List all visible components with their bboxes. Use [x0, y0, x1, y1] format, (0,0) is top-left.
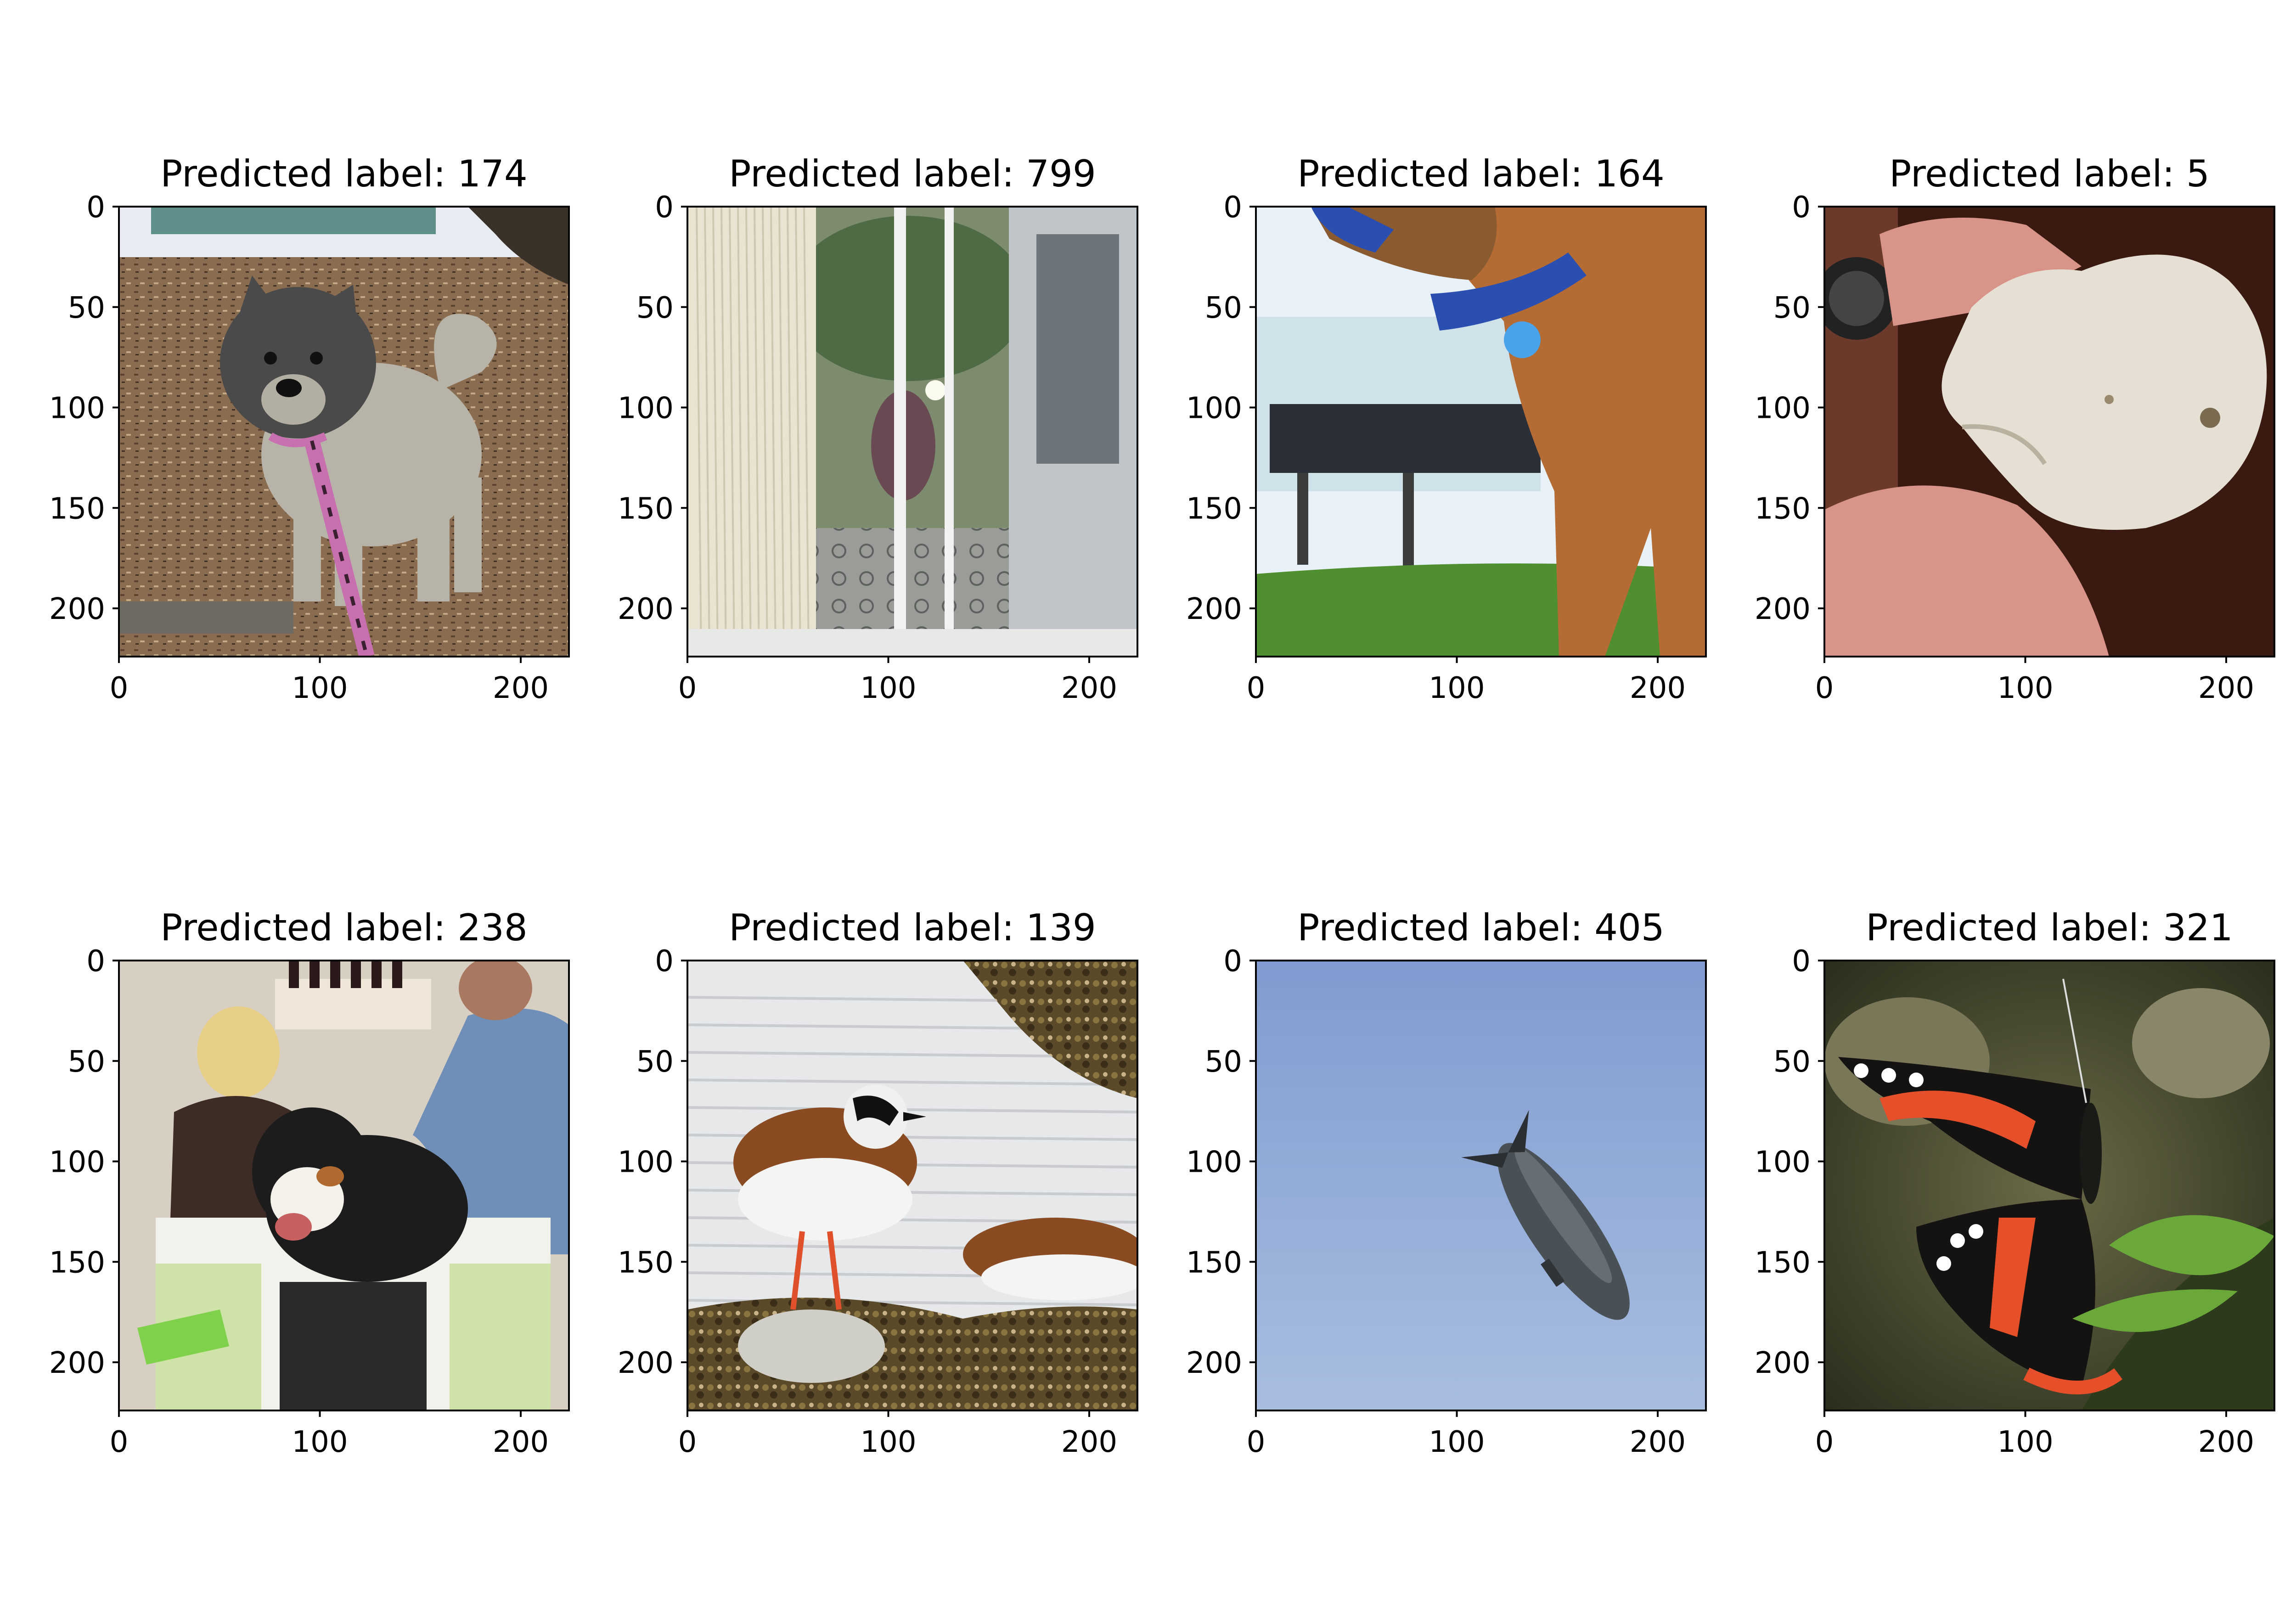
x-tick-label: 200: [493, 1425, 549, 1459]
axes-frame: [687, 206, 1138, 657]
y-tick-label: 100: [49, 1146, 105, 1180]
subplot-panel: Predicted label: 164 0 100 200 0 50 100 150 200: [1186, 152, 1707, 705]
y-tick-label: 0: [655, 191, 674, 225]
x-tick-label: 200: [1061, 671, 1117, 705]
subplot-title: Predicted label: 139: [729, 906, 1096, 949]
axes-frame: [1823, 206, 2275, 657]
x-tick-label: 200: [493, 671, 549, 705]
y-tick-label: 50: [68, 291, 105, 325]
subplot-panel: Predicted label: 238 0 100 200 0 50 100 150 200: [49, 906, 570, 1459]
y-tick-label: 0: [1792, 944, 1811, 978]
y-tick-label: 200: [618, 1346, 674, 1380]
image-dog-bath: [119, 961, 569, 1410]
x-tick-label: 0: [110, 671, 129, 705]
y-tick-label: 200: [1186, 592, 1242, 626]
subplot-title: Predicted label: 405: [1297, 906, 1665, 949]
y-tick-label: 200: [49, 1346, 105, 1380]
axes-frame: [1823, 960, 2275, 1411]
y-tick-label: 200: [1755, 1346, 1811, 1380]
x-tick-label: 0: [1815, 1425, 1834, 1459]
y-tick-label: 0: [655, 944, 674, 978]
y-tick-label: 0: [1223, 191, 1242, 225]
y-tick-label: 200: [618, 592, 674, 626]
image-airship: [1256, 961, 1706, 1410]
subplot-title: Predicted label: 799: [729, 152, 1096, 195]
y-tick-label: 150: [49, 492, 105, 526]
x-tick-label: 100: [1997, 1425, 2053, 1459]
subplot-panel: Predicted label: 139 0 100 200 0 50 100 150 200: [618, 906, 1138, 1459]
y-tick-label: 200: [1755, 592, 1811, 626]
y-tick-label: 100: [49, 392, 105, 426]
axes-frame: [1255, 206, 1707, 657]
y-tick-label: 150: [1755, 492, 1811, 526]
image-shorebird: [687, 961, 1137, 1410]
subplot-title: Predicted label: 164: [1297, 152, 1665, 195]
y-tick-label: 0: [1792, 191, 1811, 225]
y-tick-label: 150: [49, 1246, 105, 1280]
y-tick-label: 50: [68, 1045, 105, 1079]
image-sliding-door: [687, 207, 1137, 657]
subplot-panel: Predicted label: 321 0 100 200 0 50 100 150 200: [1755, 906, 2275, 1459]
subplot-panel: Predicted label: 5 0 100 200 0 50 100 150 200: [1755, 152, 2275, 705]
y-tick-label: 150: [618, 492, 674, 526]
image-ray-fish: [1824, 207, 2274, 657]
x-tick-label: 100: [292, 1425, 348, 1459]
y-tick-label: 200: [1186, 1346, 1242, 1380]
y-tick-label: 100: [1186, 392, 1242, 426]
y-tick-label: 150: [1755, 1246, 1811, 1280]
y-tick-label: 100: [618, 1146, 674, 1180]
image-butterfly: [1824, 961, 2274, 1410]
x-tick-label: 200: [1061, 1425, 1117, 1459]
x-tick-label: 0: [1815, 671, 1834, 705]
y-tick-label: 0: [1223, 944, 1242, 978]
y-tick-label: 150: [618, 1246, 674, 1280]
y-tick-label: 100: [1755, 1146, 1811, 1180]
x-tick-label: 0: [678, 671, 697, 705]
subplot-title: Predicted label: 321: [1866, 906, 2233, 949]
subplot-title: Predicted label: 238: [160, 906, 528, 949]
subplot-panel: Predicted label: 174 0 100 200 0 50 100 150 200: [49, 152, 570, 705]
y-tick-label: 100: [1755, 392, 1811, 426]
y-tick-label: 50: [1773, 291, 1811, 325]
y-tick-label: 200: [49, 592, 105, 626]
image-dog-puppy: [119, 207, 569, 657]
axes-frame: [1255, 960, 1707, 1411]
axes-frame: [687, 960, 1138, 1411]
x-tick-label: 0: [1247, 1425, 1266, 1459]
x-tick-label: 0: [678, 1425, 697, 1459]
subplot-title: Predicted label: 174: [160, 152, 528, 195]
x-tick-label: 200: [1630, 1425, 1686, 1459]
x-tick-label: 100: [1997, 671, 2053, 705]
x-tick-label: 0: [1247, 671, 1266, 705]
x-tick-label: 100: [1429, 1425, 1485, 1459]
y-tick-label: 100: [1186, 1146, 1242, 1180]
y-tick-label: 0: [86, 191, 105, 225]
axes-frame: [118, 206, 570, 657]
x-tick-label: 200: [1630, 671, 1686, 705]
axes-frame: [118, 960, 570, 1411]
subplot-title: Predicted label: 5: [1889, 152, 2210, 195]
subplot-panel: Predicted label: 799 0 100 200 0 50 100 150 200: [618, 152, 1138, 705]
x-tick-label: 100: [860, 1425, 916, 1459]
x-tick-label: 100: [860, 671, 916, 705]
y-tick-label: 50: [636, 291, 674, 325]
x-tick-label: 100: [292, 671, 348, 705]
y-tick-label: 50: [1205, 291, 1242, 325]
image-dog-collar: [1256, 207, 1706, 657]
x-tick-label: 0: [110, 1425, 129, 1459]
y-tick-label: 50: [1773, 1045, 1811, 1079]
y-tick-label: 150: [1186, 492, 1242, 526]
y-tick-label: 150: [1186, 1246, 1242, 1280]
y-tick-label: 50: [1205, 1045, 1242, 1079]
y-tick-label: 0: [86, 944, 105, 978]
x-tick-label: 200: [2198, 671, 2254, 705]
y-tick-label: 100: [618, 392, 674, 426]
y-tick-label: 50: [636, 1045, 674, 1079]
x-tick-label: 200: [2198, 1425, 2254, 1459]
x-tick-label: 100: [1429, 671, 1485, 705]
subplot-panel: Predicted label: 405 0 100 200 0 50 100 150 200: [1186, 906, 1707, 1459]
